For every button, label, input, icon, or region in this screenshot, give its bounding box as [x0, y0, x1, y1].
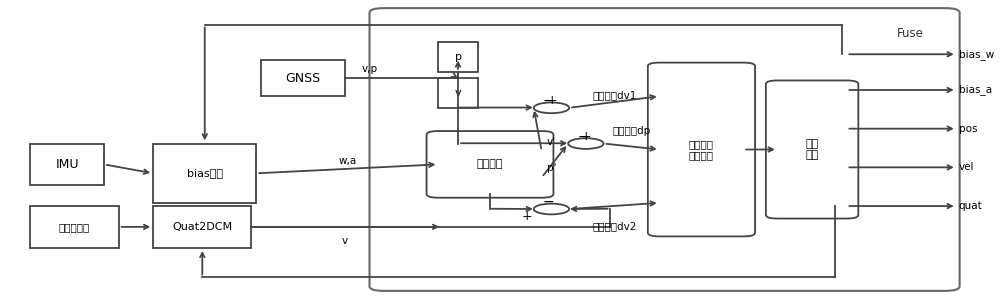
Text: +: + [546, 94, 557, 107]
Text: bias_a: bias_a [959, 85, 992, 95]
Text: pos: pos [959, 124, 977, 134]
Circle shape [534, 204, 569, 214]
Text: −: − [543, 195, 554, 209]
Text: +: + [581, 130, 591, 143]
Text: −: − [543, 94, 554, 108]
Text: +: + [522, 210, 532, 223]
Text: v: v [342, 236, 348, 246]
Text: 速度观测dv2: 速度观测dv2 [592, 221, 637, 231]
Text: w,a: w,a [338, 156, 357, 166]
FancyBboxPatch shape [648, 62, 755, 237]
Text: quat: quat [959, 201, 982, 211]
Bar [438, 42, 478, 72]
Text: v,p: v,p [361, 64, 378, 74]
Bar [261, 60, 345, 96]
FancyBboxPatch shape [766, 80, 858, 219]
Text: 误差状态
增益更新: 误差状态 增益更新 [689, 139, 714, 160]
Text: 位置观测dp: 位置观测dp [612, 126, 651, 136]
Bar [30, 144, 104, 185]
Text: IMU: IMU [55, 158, 79, 171]
FancyBboxPatch shape [427, 131, 553, 198]
Text: p: p [455, 52, 462, 62]
Text: vel: vel [959, 162, 974, 172]
Text: GNSS: GNSS [286, 71, 321, 85]
Bar [438, 78, 478, 108]
Text: Fuse: Fuse [897, 28, 924, 40]
Text: 积分预测: 积分预测 [477, 159, 503, 169]
Text: 轮速里程计: 轮速里程计 [59, 222, 90, 232]
Circle shape [534, 103, 569, 113]
Text: 状态
更新: 状态 更新 [805, 139, 819, 160]
FancyBboxPatch shape [370, 8, 960, 291]
Text: 速度观测dv1: 速度观测dv1 [592, 90, 637, 100]
Text: Quat2DCM: Quat2DCM [172, 222, 232, 232]
Bar [153, 206, 251, 248]
Text: −: − [577, 129, 589, 144]
Bar [30, 206, 119, 248]
Circle shape [568, 138, 604, 149]
Text: bias补偿: bias补偿 [187, 168, 223, 178]
Text: v': v' [547, 137, 556, 147]
Text: v: v [455, 88, 461, 98]
Bar [153, 144, 256, 203]
Text: bias_w: bias_w [959, 49, 994, 60]
Text: p': p' [547, 163, 556, 173]
